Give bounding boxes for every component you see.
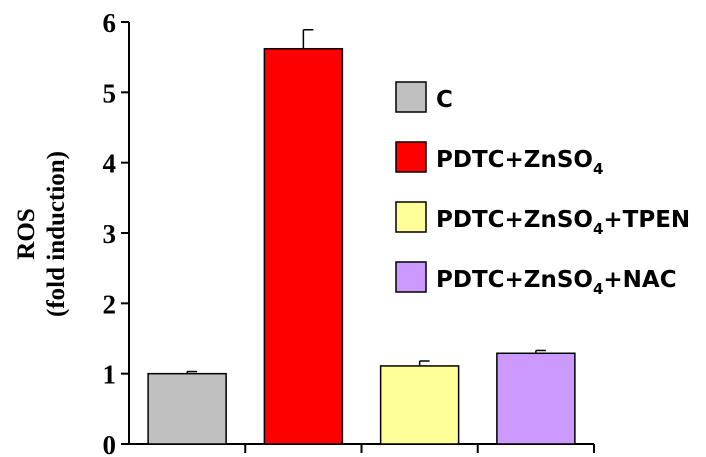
y-tick-label: 6 bbox=[103, 8, 117, 38]
legend-item: PDTC+ZnSO4+NAC bbox=[395, 261, 677, 298]
bar bbox=[496, 352, 576, 445]
legend-label: PDTC+ZnSO4 bbox=[436, 147, 603, 178]
legend-label: C bbox=[436, 87, 453, 113]
legend-swatch bbox=[395, 141, 427, 173]
bars bbox=[147, 28, 576, 445]
legend-item: PDTC+ZnSO4 bbox=[395, 141, 603, 178]
y-axis: 0 1 2 3 4 5 6 bbox=[103, 8, 130, 457]
y-tick-label: 4 bbox=[103, 149, 117, 179]
y-axis-label-line2: (fold induction) bbox=[43, 151, 70, 317]
bar bbox=[263, 47, 344, 445]
legend-swatch bbox=[395, 261, 427, 293]
legend-label: PDTC+ZnSO4+TPEN bbox=[436, 207, 690, 238]
y-tick-label: 0 bbox=[103, 430, 117, 457]
y-tick-label: 5 bbox=[103, 78, 117, 108]
legend-item: PDTC+ZnSO4+TPEN bbox=[395, 201, 690, 238]
y-tick-label: 1 bbox=[103, 360, 117, 390]
y-tick-label: 2 bbox=[103, 289, 117, 319]
legend-label: PDTC+ZnSO4+NAC bbox=[436, 267, 677, 298]
x-axis bbox=[129, 443, 595, 453]
y-axis-label: ROS (fold induction) bbox=[13, 151, 70, 317]
bar bbox=[379, 365, 460, 445]
y-tick-label: 3 bbox=[103, 219, 117, 249]
legend-swatch bbox=[395, 201, 427, 233]
legend: C PDTC+ZnSO4 PDTC+ZnSO4+TPEN PDTC+ZnSO4+NAC bbox=[395, 81, 690, 298]
legend-item: C bbox=[395, 81, 453, 113]
bar bbox=[147, 372, 227, 445]
legend-swatch bbox=[395, 81, 427, 113]
y-axis-label-line1: ROS bbox=[13, 208, 40, 259]
